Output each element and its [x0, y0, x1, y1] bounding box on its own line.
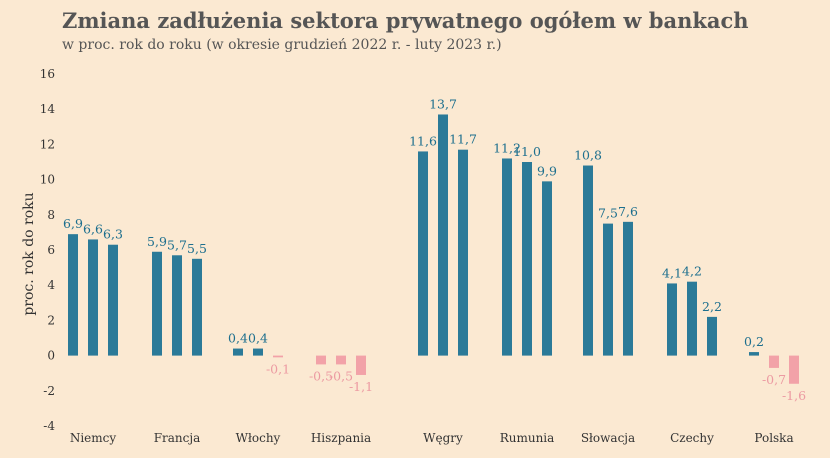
chart-subtitle: w proc. rok do roku (w okresie grudzień … [62, 37, 502, 53]
data-label: 5,7 [167, 237, 187, 252]
data-label: 0,2 [744, 334, 764, 349]
bar [789, 355, 799, 384]
data-label: 4,1 [662, 265, 682, 280]
y-tick-label: 4 [47, 278, 55, 292]
bar [603, 223, 613, 356]
category-label: Hiszpania [311, 431, 371, 445]
bar [68, 234, 78, 356]
y-tick-label: 10 [40, 173, 55, 187]
bar [542, 181, 552, 356]
data-label: 13,7 [429, 96, 457, 111]
data-label: 5,9 [147, 234, 167, 249]
category-label: Rumunia [500, 431, 555, 445]
data-label: 0,4 [248, 331, 268, 346]
category-label: Węgry [423, 431, 463, 445]
data-label: 11,7 [449, 132, 477, 147]
y-tick-label: -2 [43, 384, 55, 398]
bar [522, 162, 532, 356]
data-label: 7,5 [598, 206, 618, 221]
category-label: Francja [154, 431, 201, 445]
y-tick-label: 16 [40, 67, 55, 81]
data-label: 9,9 [537, 163, 557, 178]
data-label: 7,6 [618, 204, 638, 219]
bar [273, 355, 283, 358]
data-label: 11,0 [513, 144, 541, 159]
bar [749, 352, 759, 356]
y-tick-label: 6 [47, 243, 55, 257]
bar [707, 316, 717, 356]
bars [68, 114, 799, 384]
bar [152, 251, 162, 356]
bar [667, 283, 677, 356]
bar [253, 348, 263, 356]
data-label: -0,7 [762, 372, 786, 387]
data-label: 0,4 [228, 331, 248, 346]
category-label: Włochy [236, 431, 281, 445]
y-tick-label: -4 [43, 419, 55, 433]
bar [172, 255, 182, 356]
bar [192, 258, 202, 356]
x-axis: Niemcy Francja Włochy Hiszpania Węgry Rumunia… [70, 431, 794, 445]
bar [583, 165, 593, 356]
bar [336, 355, 346, 365]
bar [418, 151, 428, 356]
data-labels: 6,9 6,6 6,3 5,9 5,7 5,50,4 0,4-0,1 -0,5-0,5-1,1… [63, 96, 806, 402]
bar [458, 149, 468, 356]
bar [623, 221, 633, 356]
chart-title: Zmiana zadłużenia sektora prywatnego ogó… [62, 8, 749, 33]
y-axis: -4 -2 0 2 4 6 8 10 12 14 16 [40, 67, 56, 433]
data-label: 2,2 [702, 299, 722, 314]
y-tick-label: 2 [47, 313, 55, 327]
bar [233, 348, 243, 356]
data-label: -0,1 [266, 361, 290, 376]
y-tick-label: 0 [47, 349, 55, 363]
bar [769, 355, 779, 368]
data-label: 6,9 [63, 216, 83, 231]
bar [438, 114, 448, 356]
data-label: 11,6 [409, 133, 437, 148]
data-label: 10,8 [574, 148, 602, 163]
data-label: 6,3 [103, 227, 123, 242]
category-label: Słowacja [581, 431, 635, 445]
bar [356, 355, 366, 375]
y-tick-label: 14 [40, 102, 56, 116]
bar [316, 355, 326, 365]
bar [108, 244, 118, 356]
data-label: 5,5 [187, 241, 207, 256]
y-tick-label: 8 [47, 208, 55, 222]
data-label: 11,2 [493, 140, 521, 155]
bar [88, 239, 98, 356]
data-label: 6,6 [83, 221, 103, 236]
data-label: -1,1 [349, 379, 373, 394]
y-axis-label: proc. rok do roku [21, 192, 37, 315]
data-label: -0,5 [309, 368, 333, 383]
category-label: Niemcy [70, 431, 117, 445]
category-label: Czechy [670, 431, 714, 445]
category-label: Polska [754, 431, 793, 445]
data-label: -1,6 [782, 388, 806, 403]
bar [687, 281, 697, 356]
bar [502, 158, 512, 356]
data-label: -0,5 [329, 368, 353, 383]
data-label: 4,2 [682, 264, 702, 279]
y-tick-label: 12 [40, 137, 55, 151]
